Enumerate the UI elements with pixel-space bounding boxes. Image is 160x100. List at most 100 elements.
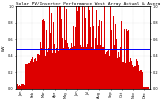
Bar — [143, 87, 144, 89]
Bar — [41, 48, 42, 89]
Bar — [75, 27, 76, 89]
Bar — [112, 49, 113, 89]
Bar — [89, 10, 90, 89]
Bar — [88, 6, 89, 89]
Bar — [46, 30, 47, 89]
Bar — [18, 86, 19, 89]
Bar — [74, 46, 75, 89]
Bar — [30, 61, 31, 89]
Bar — [82, 6, 83, 89]
Bar — [108, 50, 109, 89]
Bar — [119, 42, 120, 89]
Bar — [53, 22, 54, 89]
Bar — [25, 64, 26, 89]
Bar — [135, 66, 136, 89]
Bar — [109, 56, 110, 89]
Bar — [105, 54, 106, 89]
Bar — [126, 29, 127, 89]
Bar — [103, 46, 104, 89]
Bar — [113, 16, 114, 89]
Bar — [61, 19, 62, 89]
Bar — [23, 84, 24, 89]
Bar — [58, 51, 59, 89]
Bar — [35, 58, 36, 89]
Bar — [28, 63, 29, 89]
Bar — [95, 38, 96, 89]
Bar — [83, 47, 84, 89]
Bar — [50, 33, 51, 89]
Bar — [86, 47, 87, 89]
Bar — [69, 49, 70, 89]
Bar — [21, 84, 22, 89]
Bar — [63, 48, 64, 89]
Bar — [146, 87, 147, 89]
Bar — [71, 43, 72, 89]
Bar — [137, 67, 138, 89]
Bar — [39, 55, 40, 89]
Bar — [114, 45, 115, 89]
Bar — [111, 30, 112, 89]
Bar — [73, 26, 74, 89]
Bar — [94, 50, 95, 89]
Bar — [117, 58, 118, 89]
Bar — [92, 6, 93, 89]
Bar — [65, 40, 66, 89]
Bar — [133, 67, 134, 89]
Bar — [81, 47, 82, 89]
Bar — [42, 20, 43, 89]
Bar — [118, 52, 119, 89]
Bar — [59, 43, 60, 89]
Bar — [60, 6, 61, 89]
Bar — [20, 86, 21, 89]
Bar — [107, 51, 108, 89]
Bar — [136, 59, 137, 89]
Bar — [19, 85, 20, 89]
Bar — [139, 71, 140, 89]
Bar — [33, 62, 34, 89]
Bar — [48, 48, 49, 89]
Bar — [72, 48, 73, 89]
Bar — [142, 72, 143, 89]
Bar — [140, 70, 141, 89]
Bar — [54, 44, 55, 89]
Bar — [93, 26, 94, 89]
Bar — [145, 87, 146, 89]
Bar — [38, 54, 39, 89]
Bar — [29, 63, 30, 89]
Bar — [104, 6, 105, 89]
Bar — [122, 62, 123, 89]
Bar — [102, 47, 103, 89]
Bar — [85, 18, 86, 89]
Bar — [77, 11, 78, 89]
Bar — [131, 61, 132, 89]
Bar — [134, 66, 135, 89]
Bar — [115, 24, 116, 89]
Bar — [130, 58, 131, 89]
Bar — [17, 84, 18, 89]
Bar — [31, 58, 32, 89]
Bar — [110, 6, 111, 89]
Bar — [147, 87, 148, 89]
Bar — [106, 52, 107, 89]
Bar — [56, 52, 57, 89]
Bar — [24, 84, 25, 89]
Bar — [43, 19, 44, 89]
Bar — [132, 65, 133, 89]
Bar — [129, 62, 130, 89]
Y-axis label: kW: kW — [2, 44, 6, 51]
Bar — [51, 13, 52, 89]
Bar — [49, 6, 50, 89]
Bar — [78, 6, 79, 89]
Bar — [67, 43, 68, 89]
Bar — [87, 24, 88, 89]
Bar — [127, 30, 128, 89]
Bar — [70, 48, 71, 89]
Bar — [91, 47, 92, 89]
Bar — [36, 61, 37, 89]
Bar — [120, 46, 121, 89]
Bar — [98, 35, 99, 89]
Bar — [97, 45, 98, 89]
Bar — [47, 52, 48, 89]
Bar — [66, 48, 67, 89]
Bar — [138, 65, 139, 89]
